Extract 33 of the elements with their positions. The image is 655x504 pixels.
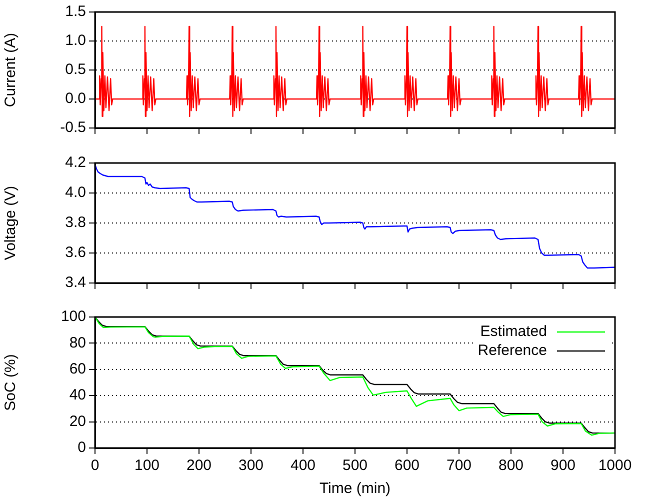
- x-tick-label: 100: [134, 457, 160, 474]
- y-tick-label: 60: [69, 360, 86, 378]
- y-tick-label: 0.5: [65, 61, 86, 78]
- x-tick-label: 1000: [598, 457, 632, 474]
- y-tick-label: 0: [78, 439, 86, 456]
- x-tick-label: 200: [186, 457, 212, 474]
- y-axis-title: Voltage (V): [2, 186, 20, 260]
- x-tick-label: 600: [394, 457, 420, 474]
- legend-label: Estimated: [480, 323, 547, 340]
- y-tick-label: -0.5: [60, 119, 86, 136]
- y-tick-label: 3.6: [65, 244, 86, 262]
- y-tick-label: 1.0: [65, 32, 86, 50]
- y-tick-label: 3.8: [65, 214, 86, 232]
- x-tick-label: 500: [342, 457, 368, 474]
- y-tick-label: 0.0: [65, 90, 86, 108]
- y-axis-title: SoC (%): [2, 354, 20, 411]
- x-tick-label: 800: [498, 457, 524, 474]
- x-tick-label: 900: [550, 457, 576, 474]
- y-tick-label: 4.0: [65, 184, 86, 202]
- y-tick-label: 20: [69, 412, 86, 430]
- y-tick-label: 100: [60, 308, 86, 326]
- y-axis-title: Current (A): [2, 32, 20, 108]
- x-tick-label: 0: [90, 457, 100, 474]
- y-tick-label: 1.5: [65, 3, 86, 20]
- x-tick-label: 300: [238, 457, 264, 474]
- y-tick-label: 40: [69, 386, 86, 404]
- y-tick-label: 3.4: [65, 274, 86, 292]
- x-tick-label: 400: [290, 457, 316, 474]
- y-tick-label: 4.2: [65, 154, 86, 172]
- y-tick-label: 80: [69, 334, 86, 352]
- x-tick-label: 700: [446, 457, 472, 474]
- legend-label: Reference: [478, 342, 547, 360]
- x-axis-title: Time (min): [319, 480, 391, 498]
